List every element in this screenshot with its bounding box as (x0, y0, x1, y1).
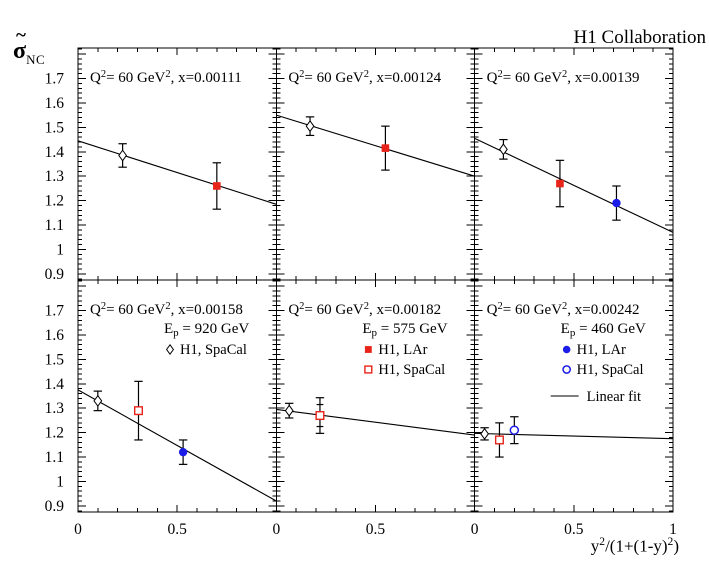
fit-line (276, 408, 475, 436)
marker-open-diamond (498, 143, 508, 156)
legend-label: H1, LAr (378, 342, 427, 358)
marker-open-square (494, 435, 504, 445)
panel-label: Q2= 60 GeV2, x=0.00139 (487, 69, 640, 86)
marker-filled-square (556, 179, 564, 188)
x-tick-label: 1 (669, 521, 677, 538)
y-tick-label: 1 (56, 241, 64, 258)
y-tick-label: 1.1 (45, 449, 64, 466)
marker-open-diamond (305, 120, 315, 133)
fit-line (77, 140, 277, 205)
y-tick-label: 1 (56, 473, 64, 490)
marker-filled-square (213, 182, 221, 190)
ep-label: Ep = 920 GeV (164, 321, 249, 339)
x-axis-label: y2/(1+(1-y)2) (590, 535, 679, 556)
legend-label: H1, SpaCal (577, 362, 644, 378)
fit-line (77, 389, 277, 502)
x-tick-label: 0.5 (564, 521, 584, 538)
y-axis-subscript: NC (26, 52, 46, 67)
ep-label: Ep = 460 GeV (561, 321, 646, 339)
marker-filled-circle (562, 345, 571, 354)
marker-open-diamond (165, 343, 175, 356)
x-tick-label: 0 (272, 521, 280, 538)
y-tick-label: 1.4 (45, 144, 65, 161)
marker-open-diamond (284, 404, 294, 417)
marker-open-square (133, 406, 143, 416)
panel-label: Q2= 60 GeV2, x=0.00158 (90, 301, 243, 318)
y-tick-label: 1.1 (45, 217, 64, 234)
panel-label: Q2= 60 GeV2, x=0.00182 (288, 301, 441, 318)
fit-line (276, 114, 475, 177)
x-tick-label: 0.5 (167, 521, 187, 538)
fit-legend-label: Linear fit (587, 389, 641, 405)
panel-label: Q2= 60 GeV2, x=0.00124 (288, 69, 441, 86)
x-tick-label: 0 (74, 521, 82, 538)
fit-line (474, 432, 674, 440)
marker-open-square (315, 411, 325, 421)
y-tick-label: 0.9 (45, 498, 65, 515)
marker-filled-circle (178, 447, 188, 457)
x-tick-label: 0.5 (366, 521, 386, 538)
y-tick-label: 1.4 (45, 376, 65, 393)
marker-filled-circle (612, 198, 621, 208)
y-tick-label: 0.9 (45, 266, 65, 283)
fit-line (474, 137, 674, 233)
y-tick-label: 1.7 (45, 71, 65, 88)
tilde-accent: ~ (16, 25, 26, 46)
y-tick-label: 1.7 (45, 303, 65, 320)
marker-filled-square (364, 346, 372, 353)
panel-label: Q2= 60 GeV2, x=0.00111 (90, 69, 242, 86)
legend-label: H1, SpaCal (180, 342, 247, 358)
marker-open-diamond (93, 394, 103, 407)
y-tick-label: 1.2 (45, 425, 64, 442)
marker-filled-square (381, 144, 390, 152)
marker-open-circle (562, 365, 572, 374)
y-tick-label: 1.6 (45, 327, 65, 344)
marker-open-diamond (480, 427, 489, 440)
y-tick-label: 1.3 (45, 168, 65, 185)
y-tick-label: 1.3 (45, 400, 65, 417)
x-tick-label: 0 (471, 521, 479, 538)
marker-open-square (364, 365, 373, 374)
marker-open-diamond (118, 149, 128, 162)
legend-label: H1, LAr (577, 342, 626, 358)
figure-title: H1 Collaboration (573, 27, 706, 48)
y-tick-label: 1.5 (45, 351, 65, 368)
marker-open-circle (509, 425, 520, 435)
y-tick-label: 1.2 (45, 193, 64, 210)
sigma-symbol: σ (13, 38, 27, 64)
y-axis-label: σ ~ NC (13, 25, 46, 68)
panel-label: Q2= 60 GeV2, x=0.00242 (487, 301, 640, 318)
y-tick-label: 1.6 (45, 95, 65, 112)
legend-label: H1, SpaCal (378, 362, 445, 378)
ep-label: Ep = 575 GeV (362, 321, 447, 339)
y-tick-label: 1.5 (45, 119, 65, 136)
